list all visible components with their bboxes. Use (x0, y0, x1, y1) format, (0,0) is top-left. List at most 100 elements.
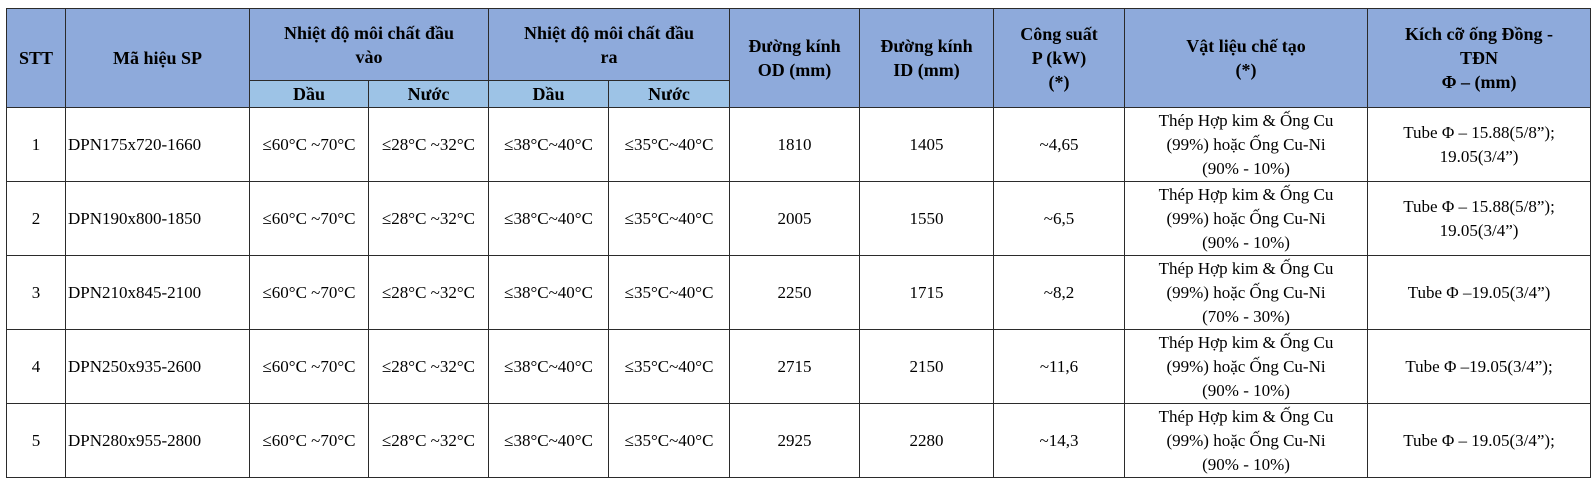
table-cell: ≤35°C~40°C (608, 181, 731, 256)
cell-line: (*) (1235, 60, 1257, 80)
table-cell: ≤35°C~40°C (608, 329, 731, 404)
header-row: STT Mã hiệu SP Nhiệt độ môi chất đầu vào Nhi… (6, 8, 1592, 108)
table-cell: ≤60°C ~70°C (249, 181, 369, 256)
header-cell: Kích cỡ ống Đồng - TĐN Φ – (mm) (1367, 8, 1592, 108)
cell-line: Vật liệu chế tạo (1186, 36, 1306, 56)
header-cell: Vật liệu chế tạo (*) (1124, 8, 1369, 108)
table-cell: 2150 (859, 329, 995, 404)
cell-line: Tube Φ –19.05(3/4”) (1407, 282, 1551, 302)
cell-line: (99%) hoặc Ống Cu-Ni (1166, 208, 1326, 228)
cell-line: 19.05(3/4”) (1439, 146, 1519, 166)
table-cell: ≤28°C ~32°C (367, 329, 490, 404)
table-cell: ≤28°C ~32°C (367, 107, 490, 182)
table-cell: ≤28°C ~32°C (367, 181, 490, 256)
table-cell: 1 (6, 107, 66, 182)
table-cell: ≤38°C~40°C (488, 329, 610, 404)
cell-line: (99%) hoặc Ống Cu-Ni (1166, 356, 1326, 376)
cell-line: Kích cỡ ống Đồng - (1405, 24, 1554, 44)
table-cell: Thép Hợp kim & Ống Cu (99%) hoặc Ống Cu-N… (1124, 255, 1369, 330)
subheader-row: Dầu Nước Dầu Nước (7, 80, 1591, 108)
subheader-cell: Nước (608, 80, 731, 108)
table-cell: 2250 (729, 255, 861, 330)
table-cell: ~8,2 (993, 255, 1126, 330)
cell-line: (99%) hoặc Ống Cu-Ni (1166, 430, 1326, 450)
table-cell: 4 (6, 329, 66, 404)
table-cell: 1405 (859, 107, 995, 182)
header-cell: Nhiệt độ môi chất đầu vào (248, 8, 490, 81)
cell-line: Nhiệt độ môi chất đầu (284, 22, 455, 43)
table-cell: Tube Φ –19.05(3/4”) (1367, 255, 1592, 330)
table-cell: ≤38°C~40°C (488, 107, 610, 182)
cell-line: (99%) hoặc Ống Cu-Ni (1166, 282, 1326, 302)
spec-table: STT Mã hiệu SP Nhiệt độ môi chất đầu vào Nhi… (6, 8, 1592, 478)
cell-line: Tube Φ – 19.05(3/4”); (1403, 430, 1555, 450)
subheader-cell: Nước (367, 80, 490, 108)
table-cell: ≤60°C ~70°C (249, 329, 369, 404)
table-cell: DPN210x845-2100 (65, 255, 250, 330)
cell-line: Thép Hợp kim & Ống Cu (1158, 184, 1334, 204)
table-cell: DPN175x720-1660 (65, 107, 250, 182)
cell-line: (90% - 10%) (1202, 158, 1290, 178)
cell-line: Tube Φ – 15.88(5/8”); (1403, 196, 1555, 216)
table-cell: ≤60°C ~70°C (249, 255, 369, 330)
table-cell: Thép Hợp kim & Ống Cu (99%) hoặc Ống Cu-N… (1124, 403, 1369, 478)
cell-line: TĐN (1460, 48, 1499, 68)
table-cell: ≤35°C~40°C (608, 255, 731, 330)
table-row: 1 DPN175x720-1660 ≤60°C ~70°C ≤28°C ~32°C ≤3… (6, 107, 1592, 182)
header-cell: Đường kính OD (mm) (729, 8, 861, 108)
table-body: 1 DPN175x720-1660 ≤60°C ~70°C ≤28°C ~32°C ≤3… (6, 107, 1592, 478)
table-row: 3 DPN210x845-2100 ≤60°C ~70°C ≤28°C ~32°C ≤3… (6, 255, 1592, 330)
cell-line: Thép Hợp kim & Ống Cu (1158, 110, 1334, 130)
cell-line: (70% - 30%) (1202, 306, 1290, 326)
table-cell: 2005 (729, 181, 861, 256)
cell-line: OD (mm) (757, 60, 832, 80)
table-cell: 2715 (729, 329, 861, 404)
cell-line: Thép Hợp kim & Ống Cu (1158, 406, 1334, 426)
table-row: 5 DPN280x955-2800 ≤60°C ~70°C ≤28°C ~32°C ≤3… (6, 403, 1592, 478)
table-cell: DPN250x935-2600 (65, 329, 250, 404)
cell-line: (90% - 10%) (1202, 380, 1290, 400)
subheader-cell: Dầu (488, 80, 610, 108)
table-cell: ≤38°C~40°C (488, 403, 610, 478)
table-cell: Thép Hợp kim & Ống Cu (99%) hoặc Ống Cu-N… (1124, 329, 1369, 404)
table-cell: Thép Hợp kim & Ống Cu (99%) hoặc Ống Cu-N… (1124, 107, 1369, 182)
table-cell: 2925 (729, 403, 861, 478)
table-cell: 1715 (859, 255, 995, 330)
cell-line: (*) (1048, 72, 1070, 92)
cell-line: 19.05(3/4”) (1439, 220, 1519, 240)
table-cell: Thép Hợp kim & Ống Cu (99%) hoặc Ống Cu-N… (1124, 181, 1369, 256)
cell-line: (90% - 10%) (1202, 454, 1290, 474)
table-cell: ≤28°C ~32°C (367, 403, 490, 478)
table-cell: Tube Φ – 15.88(5/8”); 19.05(3/4”) (1367, 107, 1592, 182)
header-cell: Công suất P (kW) (*) (993, 8, 1126, 108)
header-cell: Nhiệt độ môi chất đầu ra (488, 8, 731, 81)
cell-line: Nhiệt độ môi chất đầu (524, 22, 695, 43)
table-cell: Tube Φ – 19.05(3/4”); (1367, 403, 1592, 478)
cell-line: Tube Φ –19.05(3/4”); (1405, 356, 1553, 376)
table-cell: ≤60°C ~70°C (249, 403, 369, 478)
table-cell: ~6,5 (993, 181, 1126, 256)
cell-line: Tube Φ – 15.88(5/8”); (1403, 122, 1555, 142)
table-cell: 3 (6, 255, 66, 330)
cell-line: STT (18, 48, 54, 68)
table-cell: ~4,65 (993, 107, 1126, 182)
table-row: 2 DPN190x800-1850 ≤60°C ~70°C ≤28°C ~32°C ≤3… (6, 181, 1592, 256)
table-cell: 2 (6, 181, 66, 256)
table-cell: ≤38°C~40°C (488, 255, 610, 330)
cell-line: (90% - 10%) (1202, 232, 1290, 252)
table-cell: ≤28°C ~32°C (367, 255, 490, 330)
cell-line: Thép Hợp kim & Ống Cu (1158, 332, 1334, 352)
cell-line: ra (600, 46, 618, 67)
cell-line: Đường kính (748, 36, 841, 56)
table-cell: DPN280x955-2800 (65, 403, 250, 478)
table-cell: Tube Φ – 15.88(5/8”); 19.05(3/4”) (1367, 181, 1592, 256)
table-cell: ≤38°C~40°C (488, 181, 610, 256)
cell-line: Thép Hợp kim & Ống Cu (1158, 258, 1334, 278)
subheader-cell: Dầu (249, 80, 369, 108)
cell-line: Công suất (1020, 24, 1098, 44)
header-cell: STT (6, 8, 66, 108)
table-cell: ≤35°C~40°C (608, 403, 731, 478)
table-row: 4 DPN250x935-2600 ≤60°C ~70°C ≤28°C ~32°C ≤3… (6, 329, 1592, 404)
table-header: STT Mã hiệu SP Nhiệt độ môi chất đầu vào Nhi… (6, 8, 1592, 108)
